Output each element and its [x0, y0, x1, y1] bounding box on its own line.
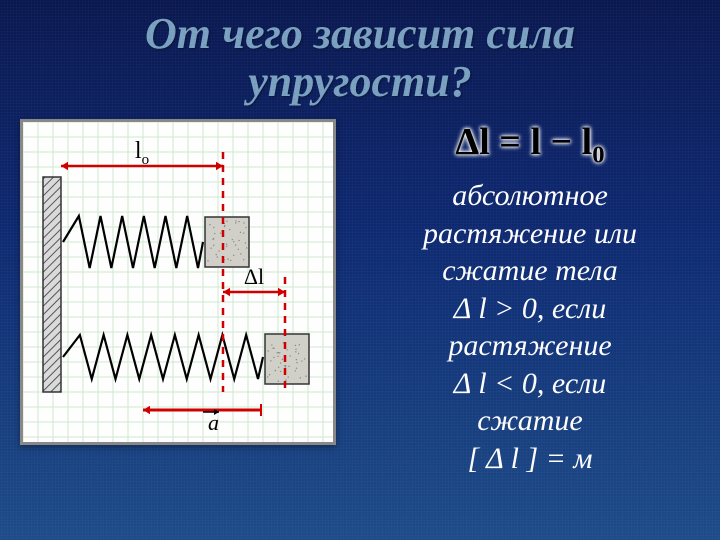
text-line-2: растяжение или	[360, 215, 700, 253]
text-line-7: сжатие	[360, 402, 700, 440]
svg-text:a: a	[208, 410, 219, 435]
text-column: Δl = l − l0 абсолютное растяжение или сж…	[360, 119, 700, 477]
text-line-1: абсолютное	[360, 177, 700, 215]
svg-text:Δl: Δl	[244, 264, 264, 289]
title-line-2: упругости?	[20, 58, 700, 106]
text-line-4: Δ l > 0, если	[360, 290, 700, 328]
text-line-8: [ Δ l ] = м	[360, 440, 700, 478]
svg-text:lo: lo	[135, 138, 149, 168]
text-line-3: сжатие тела	[360, 252, 700, 290]
text-line-5: растяжение	[360, 327, 700, 365]
spring-diagram: lo Δl a	[20, 119, 336, 445]
text-line-6: Δ l < 0, если	[360, 365, 700, 403]
slide-title: От чего зависит сила упругости?	[0, 0, 720, 107]
title-line-1: От чего зависит сила	[20, 10, 700, 58]
content-row: lo Δl a Δl = l − l0 абсолютное растяжение …	[0, 107, 720, 477]
diagram-svg: lo Δl a	[23, 122, 333, 442]
formula: Δl = l − l0	[455, 119, 604, 171]
